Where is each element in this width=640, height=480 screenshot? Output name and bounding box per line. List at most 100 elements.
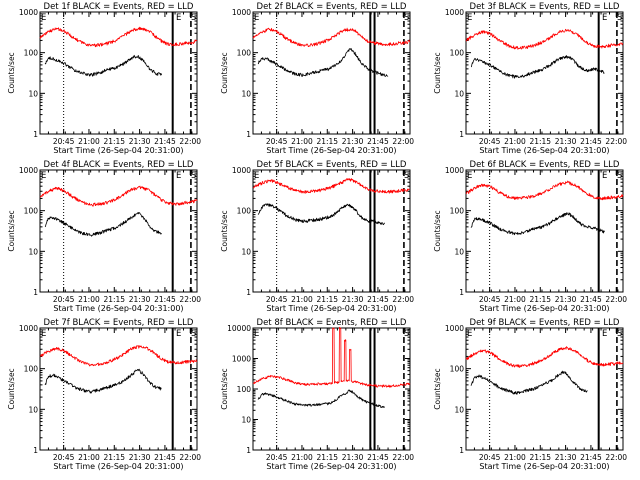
marker-letter: E (176, 13, 181, 23)
y-tick-label: 1 (459, 288, 464, 297)
y-tick-label: 100 (450, 207, 465, 216)
y-tick-label: 1000 (232, 355, 251, 364)
x-tick-label: 21:00 (504, 137, 526, 146)
x-axis-label: Start Time (26-Sep-04 20:31:00) (53, 304, 183, 313)
y-tick-label: 10 (28, 405, 38, 414)
y-tick-label: 1 (33, 130, 38, 139)
x-tick-label: 22:00 (605, 453, 627, 462)
y-tick-label: 1000 (232, 166, 251, 175)
chart-panel-4: Det 4f BLACK = Events, RED = LLD 1 10 100 10… (7, 160, 201, 313)
marker-letter: E (254, 13, 259, 23)
lld-rate-line (252, 326, 411, 388)
y-tick-label: 10 (28, 247, 38, 256)
x-tick-label: 21:45 (580, 453, 602, 462)
x-tick-label: 21:45 (154, 295, 176, 304)
marker-letter: E (176, 171, 181, 181)
x-tick-label: 22:00 (392, 453, 414, 462)
y-axis-label: Counts/sec (433, 52, 442, 93)
events-rate-line (44, 212, 162, 237)
x-tick-label: 22:00 (605, 295, 627, 304)
y-tick-label: 100 (450, 49, 465, 58)
y-tick-label: 100 (24, 365, 39, 374)
y-tick-label: 1000 (232, 8, 251, 17)
chart-title: Det 3f BLACK = Events, RED = LLD (470, 2, 620, 12)
plot-frame (465, 11, 624, 135)
marker-letter: S (617, 329, 622, 339)
marker-letter: E (41, 13, 46, 23)
x-axis-label: Start Time (26-Sep-04 20:31:00) (266, 146, 396, 155)
chart-panel-2: Det 2f BLACK = Events, RED = LLD 1 10 100 10… (220, 2, 414, 155)
events-rate-line (470, 212, 605, 236)
chart-title: Det 9f BLACK = Events, RED = LLD (470, 318, 620, 328)
x-tick-label: 21:45 (154, 453, 176, 462)
y-tick-label: 10000 (227, 324, 251, 333)
marker-letter: S (404, 329, 409, 339)
x-tick-label: 21:30 (555, 295, 577, 304)
x-tick-label: 21:45 (580, 137, 602, 146)
x-tick-label: 20:45 (266, 295, 288, 304)
x-axis-label: Start Time (26-Sep-04 20:31:00) (266, 304, 396, 313)
chart-title: Det 4f BLACK = Events, RED = LLD (44, 160, 194, 170)
events-rate-line (257, 203, 386, 226)
lld-rate-line (252, 178, 411, 194)
lld-rate-line (39, 26, 198, 48)
x-tick-label: 21:45 (154, 137, 176, 146)
x-tick-label: 21:30 (129, 453, 151, 462)
plot-frame (39, 169, 198, 293)
x-tick-label: 20:45 (479, 295, 501, 304)
x-tick-label: 22:00 (605, 137, 627, 146)
y-tick-label: 1000 (19, 8, 38, 17)
x-tick-label: 20:45 (266, 453, 288, 462)
x-tick-label: 21:15 (316, 295, 338, 304)
y-tick-label: 1 (459, 446, 464, 455)
x-tick-label: 22:00 (179, 137, 201, 146)
plot-frame (465, 169, 624, 293)
y-tick-label: 1000 (445, 324, 464, 333)
x-tick-label: 21:00 (291, 295, 313, 304)
lld-rate-line (465, 180, 624, 201)
chart-panel-9: Det 9f BLACK = Events, RED = LLD 1 10 100 10… (433, 318, 627, 471)
y-tick-label: 1000 (19, 166, 38, 175)
x-tick-label: 21:15 (529, 137, 551, 146)
events-rate-line (257, 48, 389, 77)
marker-letter: S (191, 171, 196, 181)
x-tick-label: 21:30 (342, 453, 364, 462)
x-axis-label: Start Time (26-Sep-04 20:31:00) (479, 146, 609, 155)
chart-panel-5: Det 5f BLACK = Events, RED = LLD 1 10 100 10… (220, 160, 414, 313)
x-tick-label: 21:45 (367, 137, 389, 146)
chart-panel-3: Det 3f BLACK = Events, RED = LLD 1 10 100 10… (433, 2, 627, 155)
x-tick-label: 21:30 (555, 453, 577, 462)
plot-frame (39, 11, 198, 135)
marker-letter: E (41, 171, 46, 181)
events-rate-line (257, 389, 385, 409)
y-tick-label: 10 (454, 247, 464, 256)
chart-title: Det 5f BLACK = Events, RED = LLD (257, 160, 407, 170)
x-tick-label: 20:45 (53, 137, 75, 146)
marker-letter: E (467, 171, 472, 181)
x-tick-label: 20:45 (53, 295, 75, 304)
x-axis-label: Start Time (26-Sep-04 20:31:00) (53, 146, 183, 155)
events-rate-line (44, 368, 162, 394)
x-axis-label: Start Time (26-Sep-04 20:31:00) (479, 462, 609, 471)
y-tick-label: 10 (241, 89, 251, 98)
y-axis-label: Counts/sec (7, 52, 16, 93)
plot-frame (252, 11, 411, 135)
x-axis-label: Start Time (26-Sep-04 20:31:00) (53, 462, 183, 471)
x-tick-label: 21:45 (367, 295, 389, 304)
x-tick-label: 21:30 (129, 295, 151, 304)
marker-letter: S (404, 171, 409, 181)
x-tick-label: 21:15 (529, 295, 551, 304)
y-tick-label: 10 (454, 89, 464, 98)
marker-letter: S (191, 329, 196, 339)
lld-rate-line (39, 345, 198, 367)
marker-letter: E (602, 329, 607, 339)
x-tick-label: 21:15 (316, 453, 338, 462)
x-tick-label: 21:15 (103, 453, 125, 462)
chart-title: Det 7f BLACK = Events, RED = LLD (44, 318, 194, 328)
chart-panel-8: Det 8f BLACK = Events, RED = LLD 1 10 100 10… (220, 318, 414, 471)
y-tick-label: 100 (237, 49, 252, 58)
y-tick-label: 100 (24, 207, 39, 216)
y-axis-label: Counts/sec (7, 210, 16, 251)
y-tick-label: 100 (237, 207, 252, 216)
x-tick-label: 21:00 (291, 453, 313, 462)
